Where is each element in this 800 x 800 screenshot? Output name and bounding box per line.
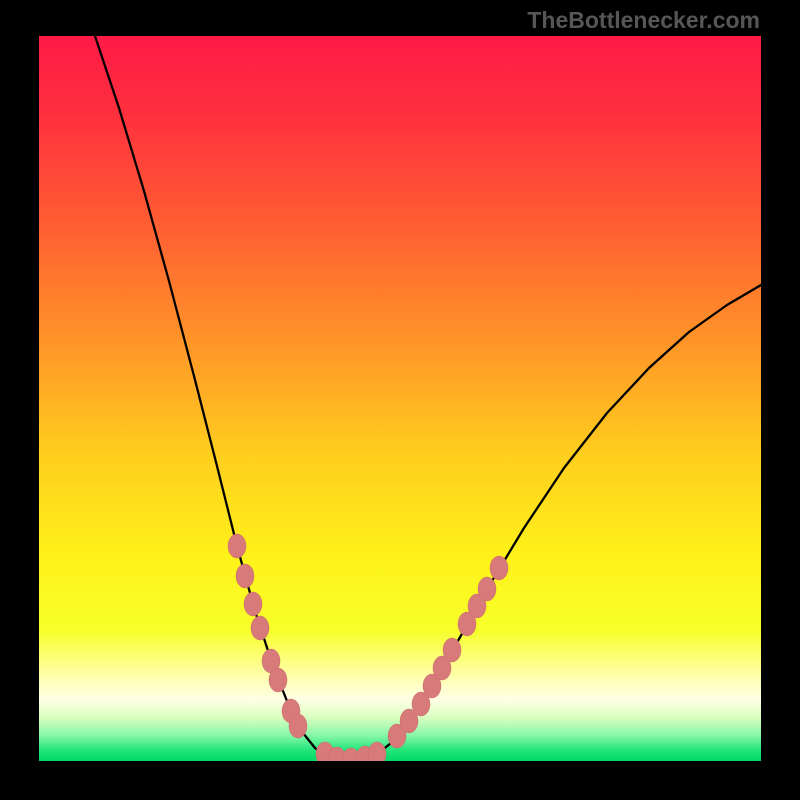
watermark-text: TheBottlenecker.com <box>527 7 760 34</box>
curve-marker <box>443 638 461 662</box>
curve-marker <box>236 564 254 588</box>
curve-marker <box>490 556 508 580</box>
curve-marker <box>478 577 496 601</box>
chart-frame: TheBottlenecker.com <box>0 0 800 800</box>
curve-marker <box>244 592 262 616</box>
bottleneck-chart <box>39 36 761 761</box>
curve-marker <box>269 668 287 692</box>
plot-area <box>39 36 761 761</box>
curve-marker <box>228 534 246 558</box>
curve-marker <box>289 714 307 738</box>
curve-marker <box>251 616 269 640</box>
gradient-background <box>39 36 761 761</box>
